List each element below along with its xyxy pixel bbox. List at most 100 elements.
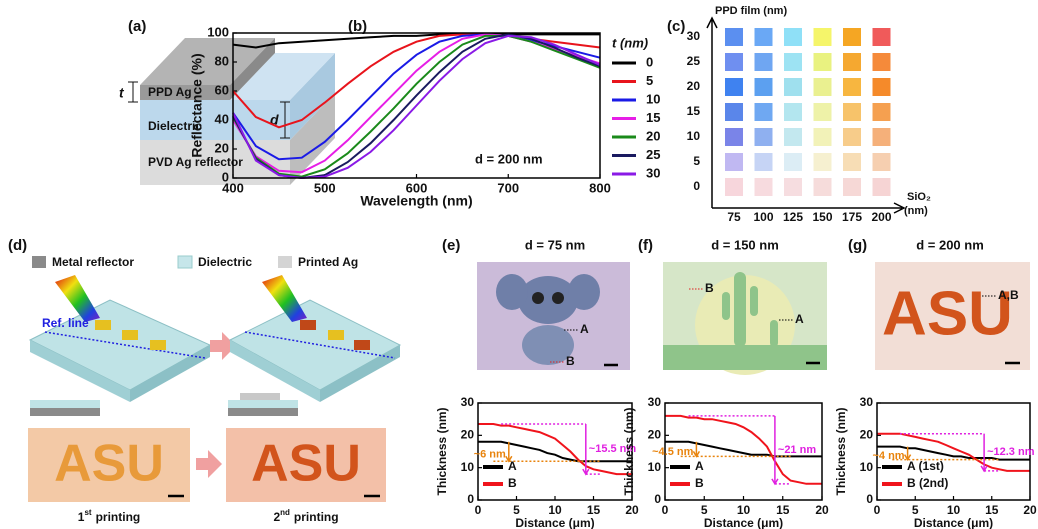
y-axis-label: Reflectance (%): [189, 53, 205, 157]
axis: [707, 18, 717, 208]
y-tick-label: 0: [222, 169, 229, 184]
color-swatch: [755, 103, 773, 121]
x-tick-label: 200: [871, 210, 891, 224]
slab-top: [230, 300, 400, 390]
arrow: [196, 450, 222, 478]
color-swatch: [784, 128, 802, 146]
printed-ag: [354, 340, 370, 350]
caption: 2ndprinting: [273, 508, 338, 524]
printed-ag: [300, 320, 316, 330]
panel-label: (d): [8, 237, 27, 254]
figure-eye: [552, 292, 564, 304]
y-tick-label: 0: [693, 179, 700, 193]
x-tick-label: 15: [776, 503, 790, 517]
figure-ear: [568, 274, 600, 310]
caption-part: printing: [96, 510, 141, 524]
color-swatch: [843, 78, 861, 96]
side-view: [228, 408, 298, 416]
color-swatch: [725, 53, 743, 71]
color-swatch: [755, 53, 773, 71]
x-tick-label: 10: [548, 503, 562, 517]
legend-swatch: [278, 256, 292, 268]
panel-title: d = 75 nm: [525, 237, 585, 252]
legend-label: 0: [646, 54, 653, 69]
figure-ear: [496, 274, 528, 310]
color-swatch: [873, 128, 891, 146]
t-bracket: [128, 82, 138, 102]
photo-label: B: [705, 281, 714, 295]
color-swatch: [755, 178, 773, 196]
panel-title: d = 150 nm: [711, 237, 779, 252]
color-swatch: [784, 153, 802, 171]
x-tick-label: 5: [701, 503, 708, 517]
x-axis-label: SiO₂: [907, 191, 931, 203]
legend-label: 15: [646, 110, 660, 125]
y-tick-label: 30: [687, 29, 701, 43]
cactus: [734, 272, 746, 347]
panel-label: (f): [638, 237, 653, 254]
y-tick-label: 20: [648, 428, 662, 442]
side-view: [228, 400, 298, 408]
annotation: ~4.5 nm: [652, 446, 693, 458]
cactus: [750, 286, 758, 316]
legend-label: 30: [646, 165, 660, 180]
printed-ag: [95, 320, 111, 330]
cactus: [722, 292, 730, 320]
legend-label: 20: [646, 128, 660, 143]
printing-stage-1: [30, 275, 210, 416]
photo-label: A: [580, 322, 589, 336]
color-swatch: [873, 103, 891, 121]
cactus: [770, 320, 778, 347]
color-swatch: [755, 78, 773, 96]
x-tick-label: 500: [314, 180, 336, 195]
legend-label: 5: [646, 73, 653, 88]
color-swatch: [725, 28, 743, 46]
panel-label: (e): [442, 237, 460, 254]
photo-text: ASU: [882, 279, 1013, 348]
x-tick-label: 700: [497, 180, 519, 195]
color-swatch: [843, 153, 861, 171]
y-tick-label: 0: [866, 492, 873, 506]
x-axis-label: Distance (μm): [515, 516, 594, 529]
color-swatch: [843, 128, 861, 146]
color-swatch: [755, 153, 773, 171]
x-axis-label: Wavelength (nm): [360, 193, 472, 209]
color-swatch: [843, 28, 861, 46]
side-view: [240, 393, 280, 400]
side-view: [30, 400, 100, 408]
photo-e: [477, 262, 630, 370]
x-tick-label: 0: [874, 503, 881, 517]
legend-label: Printed Ag: [298, 255, 358, 269]
y-tick-label: 20: [860, 428, 874, 442]
x-tick-label: 5: [912, 503, 919, 517]
photo-label: B: [566, 354, 575, 368]
photo-text: ASU: [251, 435, 361, 493]
x-tick-label: 800: [589, 180, 611, 195]
x-tick-label: 75: [727, 210, 741, 224]
y-tick-label: 0: [654, 492, 661, 506]
legend-label: A: [695, 459, 704, 473]
y-tick-label: 100: [207, 24, 229, 39]
layer-label: PPD Ag: [148, 85, 192, 99]
annotation: ~21 nm: [778, 444, 816, 456]
legend-label: Metal reflector: [52, 255, 134, 269]
t-label: t: [119, 85, 125, 101]
figure-head: [518, 276, 578, 324]
color-swatch: [755, 128, 773, 146]
annotation: ~6 nm: [474, 448, 506, 460]
annotation: ~4 nm: [872, 450, 904, 462]
color-swatch: [843, 178, 861, 196]
x-tick-label: 15: [587, 503, 601, 517]
caption-sup: nd: [280, 508, 290, 517]
color-swatch: [814, 78, 832, 96]
y-tick-label: 20: [461, 428, 475, 442]
x-tick-label: 15: [985, 503, 999, 517]
caption-part: printing: [294, 510, 339, 524]
legend-label: 10: [646, 91, 660, 106]
x-tick-label: 0: [662, 503, 669, 517]
y-tick-label: 20: [215, 140, 229, 155]
panel-title: d = 200 nm: [916, 237, 984, 252]
legend-label: B (2nd): [907, 476, 948, 490]
ground: [663, 345, 827, 370]
caption-sup: st: [84, 508, 91, 517]
